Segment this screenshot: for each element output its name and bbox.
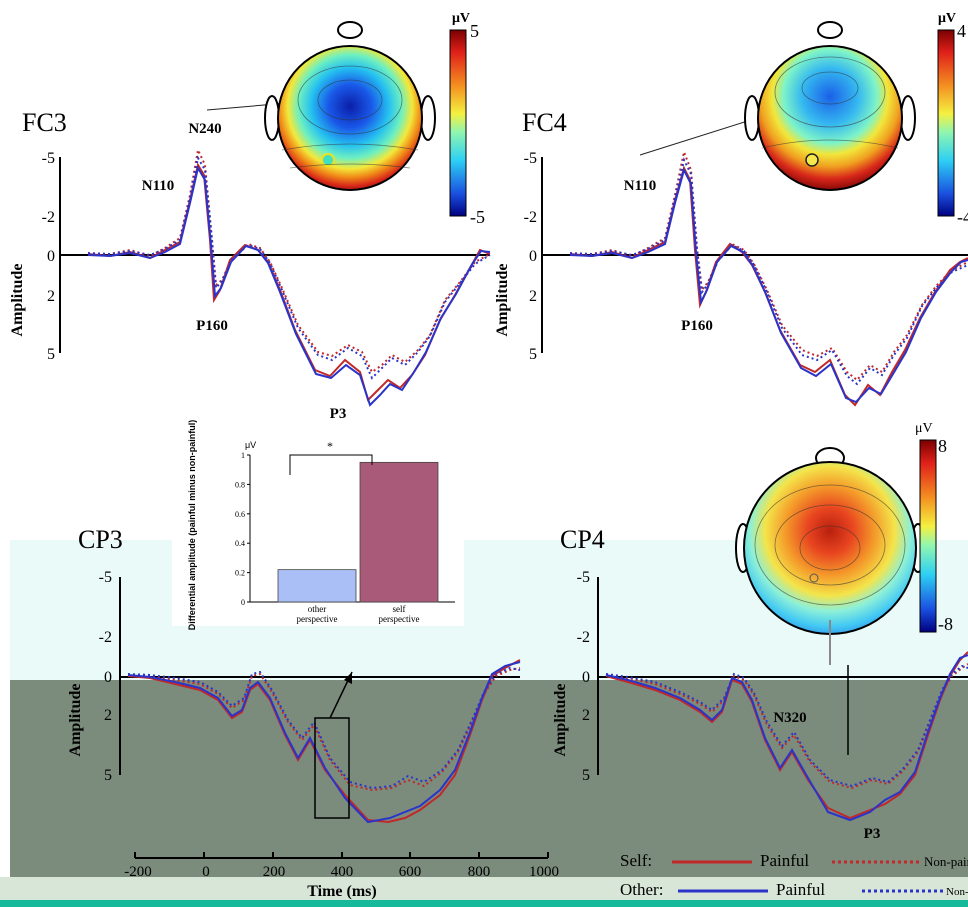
ylabel-cp3: Amplitude — [67, 684, 84, 757]
waveforms-fc3 — [87, 146, 491, 407]
topomap-fc4: μV 4 -4 — [744, 11, 968, 227]
panel-label-fc4: FC4 — [522, 108, 567, 137]
ytick-cp4-0: 0 — [582, 669, 590, 686]
xtick-m200: -200 — [124, 864, 152, 880]
legend: Self: Painful Non-painful Other: Painful… — [620, 851, 968, 899]
cbar3-unit: μV — [915, 421, 933, 436]
ytick-fc4-m5: -5 — [524, 150, 537, 167]
ytick-cp3-2: 2 — [104, 707, 112, 724]
ytick-fc3-2: 2 — [47, 288, 55, 305]
inset-unit: μV — [245, 440, 256, 450]
topomap-fc3: μV 5 -5 — [264, 11, 485, 227]
panel-cp4: CP4 -5 -2 0 2 5 Amplitude N320 P3 — [552, 525, 968, 842]
ytick-cp4-m2: -2 — [577, 629, 590, 646]
inset-bar-chart: μV Differential amplitude (painful minus… — [172, 420, 464, 631]
ytick-fc4-m2: -2 — [524, 209, 537, 226]
peak-fc4-n110: N110 — [624, 178, 657, 194]
xtick-0: 0 — [202, 864, 210, 880]
panel-fc4: FC4 -5 -2 0 2 5 Amplitude N110 P160 — [494, 94, 968, 407]
inset-bar-other — [277, 569, 357, 603]
xtick-1000: 1000 — [529, 864, 559, 880]
waveforms-fc4 — [569, 148, 968, 407]
cbar2-max: 4 — [957, 21, 966, 41]
legend-self-nonpainful: Non-painful — [924, 854, 968, 869]
time-window-box — [314, 717, 350, 819]
xlabel: Time (ms) — [307, 883, 376, 900]
ytick-cp3-0: 0 — [104, 669, 112, 686]
cbar2-unit: μV — [938, 11, 956, 26]
significance-bracket — [289, 454, 373, 475]
inset-ylabel: Differential amplitude (painful minus no… — [187, 420, 197, 631]
cbar2-min: -4 — [957, 207, 968, 227]
ytick-fc4-0: 0 — [529, 248, 537, 265]
inset-ytick-label: 0.2 — [235, 569, 245, 578]
legend-other-label: Other: — [620, 880, 663, 899]
waveforms-cp4 — [605, 651, 968, 822]
legend-self-painful: Painful — [760, 851, 809, 870]
inset-category-label: self — [393, 604, 406, 614]
peak-cp4-p3: P3 — [864, 826, 881, 842]
ytick-fc3-5: 5 — [47, 346, 55, 363]
bottom-edge — [0, 900, 968, 907]
cbar1-unit: μV — [452, 11, 470, 26]
panel-cp3: CP3 -5 -2 0 2 5 Amplitude — [67, 525, 521, 824]
legend-other-painful: Painful — [776, 880, 825, 899]
ytick-fc3-0: 0 — [47, 248, 55, 265]
cbar3-max: 8 — [938, 436, 947, 456]
inset-ytick-label: 0.4 — [235, 539, 245, 548]
inset-ytick-label: 0.8 — [235, 480, 245, 489]
ytick-cp3-m2: -2 — [99, 629, 112, 646]
ytick-cp4-2: 2 — [582, 707, 590, 724]
inset-ytick-label: 0.6 — [235, 510, 245, 519]
legend-self-label: Self: — [620, 851, 652, 870]
lower-band-shade — [10, 680, 968, 900]
ylabel-fc4: Amplitude — [494, 264, 511, 337]
peak-fc3-p160: P160 — [196, 318, 228, 334]
xtick-600: 600 — [399, 864, 422, 880]
legend-other-nonpainful: Non-painful — [946, 886, 968, 898]
time-axis: -200 0 200 400 600 800 1000 Time (ms) — [124, 852, 559, 900]
inset-category-label: perspective — [379, 614, 420, 624]
panel-label-fc3: FC3 — [22, 108, 67, 137]
inset-ytick-label: 1 — [241, 451, 245, 460]
inset-category-label: perspective — [297, 614, 338, 624]
xtick-200: 200 — [263, 864, 286, 880]
ytick-cp3-m5: -5 — [99, 569, 112, 586]
inset-bar-self — [359, 461, 439, 603]
xtick-800: 800 — [468, 864, 491, 880]
peak-fc4-p160: P160 — [681, 318, 713, 334]
cbar1-max: 5 — [470, 21, 479, 41]
panel-fc3: FC3 -5 -2 0 2 5 Amplitude N110 N240 P160… — [9, 97, 491, 422]
ylabel-cp4: Amplitude — [552, 684, 569, 757]
topomap-cp4: μV 8 -8 — [735, 421, 953, 665]
ytick-fc4-5: 5 — [529, 346, 537, 363]
ytick-fc3-m5: -5 — [42, 150, 55, 167]
peak-fc3-n110: N110 — [142, 178, 175, 194]
panel-label-cp3: CP3 — [78, 525, 123, 554]
ytick-fc3-m2: -2 — [42, 209, 55, 226]
ytick-cp4-5: 5 — [582, 767, 590, 784]
cbar1-min: -5 — [470, 207, 485, 227]
inset-ytick-label: 0 — [241, 598, 245, 607]
ytick-cp3-5: 5 — [104, 767, 112, 784]
peak-fc3-n240: N240 — [188, 121, 221, 137]
ytick-fc4-2: 2 — [529, 288, 537, 305]
cbar3-min: -8 — [938, 614, 953, 634]
waveforms-cp3 — [127, 659, 521, 824]
significance-star: * — [327, 439, 333, 453]
panel-label-cp4: CP4 — [560, 525, 605, 554]
ytick-cp4-m5: -5 — [577, 569, 590, 586]
inset-category-label: other — [308, 604, 327, 614]
ylabel-fc3: Amplitude — [9, 264, 26, 337]
peak-fc3-p3: P3 — [330, 406, 347, 422]
xtick-400: 400 — [331, 864, 354, 880]
peak-cp4-n320: N320 — [773, 710, 806, 726]
